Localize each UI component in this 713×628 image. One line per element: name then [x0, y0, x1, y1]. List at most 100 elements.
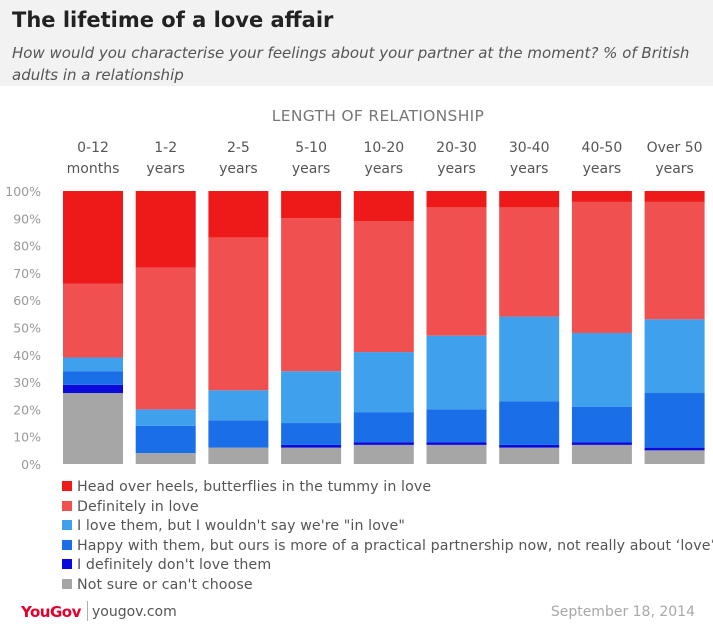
legend-swatch	[62, 481, 72, 491]
bar-segment	[353, 444, 414, 464]
category-label: 0-12	[77, 140, 109, 156]
chart-subtitle: How would you characterise your feelings…	[12, 44, 690, 84]
category-label: 10-20	[363, 140, 404, 156]
category-label: 1-2	[154, 140, 177, 156]
legend-item: Definitely in love	[62, 498, 713, 518]
legend-label: I love them, but I wouldn't say we're "i…	[77, 518, 405, 535]
title-box: The lifetime of a love affair How would …	[0, 0, 713, 86]
bar-segment	[63, 357, 123, 372]
yougov-logo: YouGov	[21, 603, 81, 621]
bar-segment	[571, 406, 632, 443]
bar-segment	[208, 390, 269, 421]
bar-segment	[571, 201, 632, 333]
bar-segment	[208, 447, 269, 464]
category-label: 40-50	[582, 140, 623, 156]
y-tick-label: 40%	[13, 348, 41, 363]
y-tick-label: 20%	[13, 402, 41, 417]
bar-segment	[426, 335, 487, 410]
category-label: Over 50	[647, 140, 703, 156]
legend-swatch	[62, 578, 72, 589]
legend-label: Not sure or can't choose	[77, 576, 253, 593]
bar-segment	[353, 191, 414, 222]
bar-segment	[499, 316, 560, 402]
legend-item: Not sure or can't choose	[62, 576, 713, 596]
bar-segment	[353, 352, 414, 413]
bar-segment	[281, 371, 342, 424]
bar-segment	[353, 412, 414, 443]
bar-segment	[571, 191, 632, 202]
bar-segment	[426, 442, 487, 445]
chart-title: The lifetime of a love affair	[12, 8, 334, 32]
bar-segment	[63, 393, 123, 464]
bar-segment	[499, 444, 560, 448]
bar-segment	[63, 371, 123, 385]
y-tick-label: 90%	[13, 211, 41, 226]
bar-segment	[644, 191, 705, 202]
bar-segment	[353, 221, 414, 353]
footer-divider	[87, 601, 88, 621]
category-label: months	[67, 161, 120, 177]
bar-segment	[571, 442, 632, 445]
footer-date: September 18, 2014	[550, 604, 695, 620]
y-tick-label: 70%	[13, 266, 41, 281]
category-label: years	[583, 161, 622, 177]
category-label: years	[655, 161, 694, 177]
category-label: years	[510, 161, 549, 177]
y-tick-label: 0%	[21, 457, 41, 470]
y-tick-label: 100%	[5, 184, 41, 199]
bar-segment	[135, 453, 196, 464]
stacked-bar-chart: LENGTH OF RELATIONSHIP 0-12 months 1-2 year…	[5, 107, 705, 470]
bar-segment	[63, 384, 123, 394]
bar-segment	[499, 401, 560, 445]
bar-segment	[571, 444, 632, 464]
bar-segment	[644, 393, 705, 448]
y-tick-label: 60%	[13, 293, 41, 308]
legend-swatch	[62, 559, 72, 570]
bar-segment	[644, 319, 705, 394]
legend-item: I love them, but I wouldn't say we're "i…	[62, 517, 713, 537]
footer-url[interactable]: yougov.com	[92, 604, 177, 620]
y-tick-label: 50%	[13, 321, 41, 336]
bar-segment	[571, 332, 632, 407]
legend-item: Head over heels, butterflies in the tumm…	[62, 478, 713, 498]
legend-swatch	[62, 500, 72, 511]
legend-item: Happy with them, but ours is more of a p…	[62, 537, 713, 557]
bar-segment	[63, 283, 123, 358]
category-label: 5-10	[295, 140, 327, 156]
bar-segment	[644, 447, 705, 451]
bar-segment	[499, 207, 560, 317]
bar-segment	[426, 444, 487, 464]
bar-segment	[499, 447, 560, 464]
legend-label: Happy with them, but ours is more of a p…	[77, 537, 713, 554]
bar-segment	[281, 191, 342, 219]
category-label: years	[437, 161, 476, 177]
category-label: 20-30	[436, 140, 477, 156]
category-label: years	[146, 161, 185, 177]
bar-segment	[281, 218, 342, 372]
bar-segment	[426, 207, 487, 336]
bar-segment	[208, 191, 269, 238]
y-tick-label: 10%	[13, 430, 41, 445]
bar-segment	[135, 409, 196, 426]
bar-segment	[426, 191, 487, 208]
bar-segment	[281, 447, 342, 464]
bar-segment	[135, 191, 196, 268]
bar-segment	[208, 237, 269, 391]
bar-segment	[135, 425, 196, 454]
legend-swatch	[62, 520, 72, 531]
legend-label: I definitely don't love them	[77, 557, 272, 574]
bar-segment	[208, 420, 269, 448]
bar-segment	[644, 450, 705, 464]
legend-item: I definitely don't love them	[62, 556, 713, 576]
bar-segment	[281, 423, 342, 445]
bar-segment	[353, 442, 414, 445]
legend: Head over heels, butterflies in the tumm…	[62, 478, 713, 596]
y-tick-label: 30%	[13, 375, 41, 390]
y-tick-label: 80%	[13, 239, 41, 254]
category-label: years	[292, 161, 331, 177]
bar-segment	[644, 201, 705, 320]
category-label: years	[365, 161, 404, 177]
bar-segment	[499, 191, 560, 208]
bar-segment	[281, 444, 342, 448]
category-label: years	[219, 161, 258, 177]
